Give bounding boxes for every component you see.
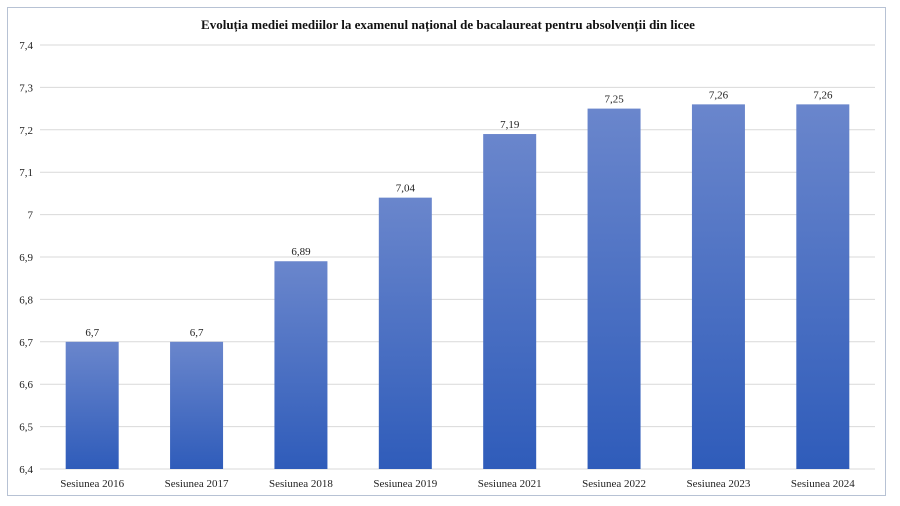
- y-tick-label: 6,8: [19, 294, 33, 306]
- bar: [378, 197, 432, 469]
- bar-value-label: 6,7: [85, 327, 99, 339]
- y-tick-label: 6,6: [19, 379, 33, 391]
- y-tick-label: 6,7: [19, 337, 33, 349]
- y-axis-ticks: 6,4 6,5 6,6 6,7 6,8 6,9 7 7,1 7,2 7,3 7,4: [19, 40, 33, 476]
- bar-value-label: 7,25: [604, 94, 624, 106]
- bar: [170, 341, 224, 469]
- x-category-label: Sesiunea 2022: [582, 478, 646, 490]
- bar-value-label: 7,04: [396, 183, 416, 195]
- x-category-label: Sesiunea 2016: [60, 478, 124, 490]
- x-axis-categories: Sesiunea 2016 Sesiunea 2017 Sesiunea 2018 S…: [60, 478, 855, 490]
- x-category-label: Sesiunea 2019: [373, 478, 437, 490]
- data-labels: 6,7 6,7 6,89 7,04 7,19 7,25 7,26 7,26: [85, 89, 833, 338]
- bar: [796, 104, 850, 470]
- bar-value-label: 7,26: [709, 89, 729, 101]
- y-tick-label: 7,4: [19, 40, 33, 52]
- y-tick-label: 6,5: [19, 422, 33, 434]
- bar-value-label: 7,19: [500, 119, 520, 131]
- bar: [483, 134, 537, 470]
- bar: [274, 261, 328, 469]
- bar-value-label: 6,89: [291, 246, 311, 258]
- y-tick-label: 6,4: [19, 464, 33, 476]
- bar-value-label: 7,26: [813, 89, 833, 101]
- x-category-label: Sesiunea 2021: [478, 478, 542, 490]
- bars: [65, 104, 850, 470]
- bar: [587, 108, 641, 469]
- x-category-label: Sesiunea 2018: [269, 478, 333, 490]
- bar-value-label: 6,7: [190, 327, 204, 339]
- bar: [691, 104, 745, 470]
- y-tick-label: 7,1: [19, 167, 33, 179]
- x-category-label: Sesiunea 2024: [791, 478, 855, 490]
- x-category-label: Sesiunea 2017: [165, 478, 229, 490]
- x-category-label: Sesiunea 2023: [687, 478, 751, 490]
- y-tick-label: 7,3: [19, 82, 33, 94]
- chart-title: Evoluția mediei mediilor la examenul naț…: [201, 17, 695, 33]
- y-tick-label: 7: [28, 210, 34, 222]
- grid-lines: [40, 44, 875, 470]
- y-tick-label: 7,2: [19, 125, 33, 137]
- y-tick-label: 6,9: [19, 252, 33, 264]
- bar: [65, 341, 119, 469]
